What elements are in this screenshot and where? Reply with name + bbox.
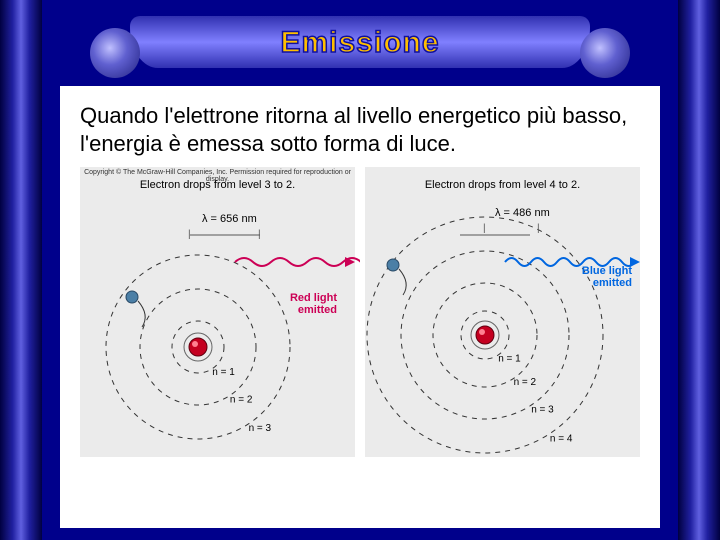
title-banner: Emissione	[100, 10, 620, 80]
svg-text:n = 1: n = 1	[212, 367, 235, 378]
panel-right-header: Electron drops from level 4 to 2.	[365, 179, 640, 191]
wavelength-label-left: λ = 656 nm	[202, 213, 257, 225]
light-label-left: Red lightemitted	[290, 292, 337, 316]
wl-marker-right-b: |	[537, 223, 540, 234]
light-label-left-text: Red lightemitted	[290, 292, 337, 316]
wl-marker-left-a: |	[188, 229, 191, 240]
svg-text:n = 2: n = 2	[230, 394, 253, 405]
svg-text:n = 4: n = 4	[550, 433, 573, 444]
panel-left-header: Electron drops from level 3 to 2.	[80, 179, 355, 191]
emission-panel-red: Copyright © The McGraw-Hill Companies, I…	[80, 167, 355, 457]
svg-text:n = 1: n = 1	[498, 353, 521, 364]
wl-marker-left-b: |	[258, 229, 261, 240]
content-area: Quando l'elettrone ritorna al livello en…	[60, 86, 660, 528]
wl-marker-right-a: |	[483, 223, 486, 234]
curtain-left	[0, 0, 42, 540]
svg-text:n = 3: n = 3	[531, 404, 554, 415]
emission-panel-blue: Electron drops from level 4 to 2. λ = 48…	[365, 167, 640, 457]
curtain-right	[678, 0, 720, 540]
wavelength-label-right: λ = 486 nm	[495, 207, 550, 219]
light-label-right-text: Blue lightemitted	[582, 265, 632, 289]
svg-text:n = 2: n = 2	[514, 377, 537, 388]
light-label-right: Blue lightemitted	[582, 265, 632, 289]
slide-title: Emissione	[100, 26, 620, 60]
body-text: Quando l'elettrone ritorna al livello en…	[80, 102, 640, 157]
figure: Copyright © The McGraw-Hill Companies, I…	[80, 167, 640, 457]
svg-text:n = 3: n = 3	[249, 423, 272, 434]
